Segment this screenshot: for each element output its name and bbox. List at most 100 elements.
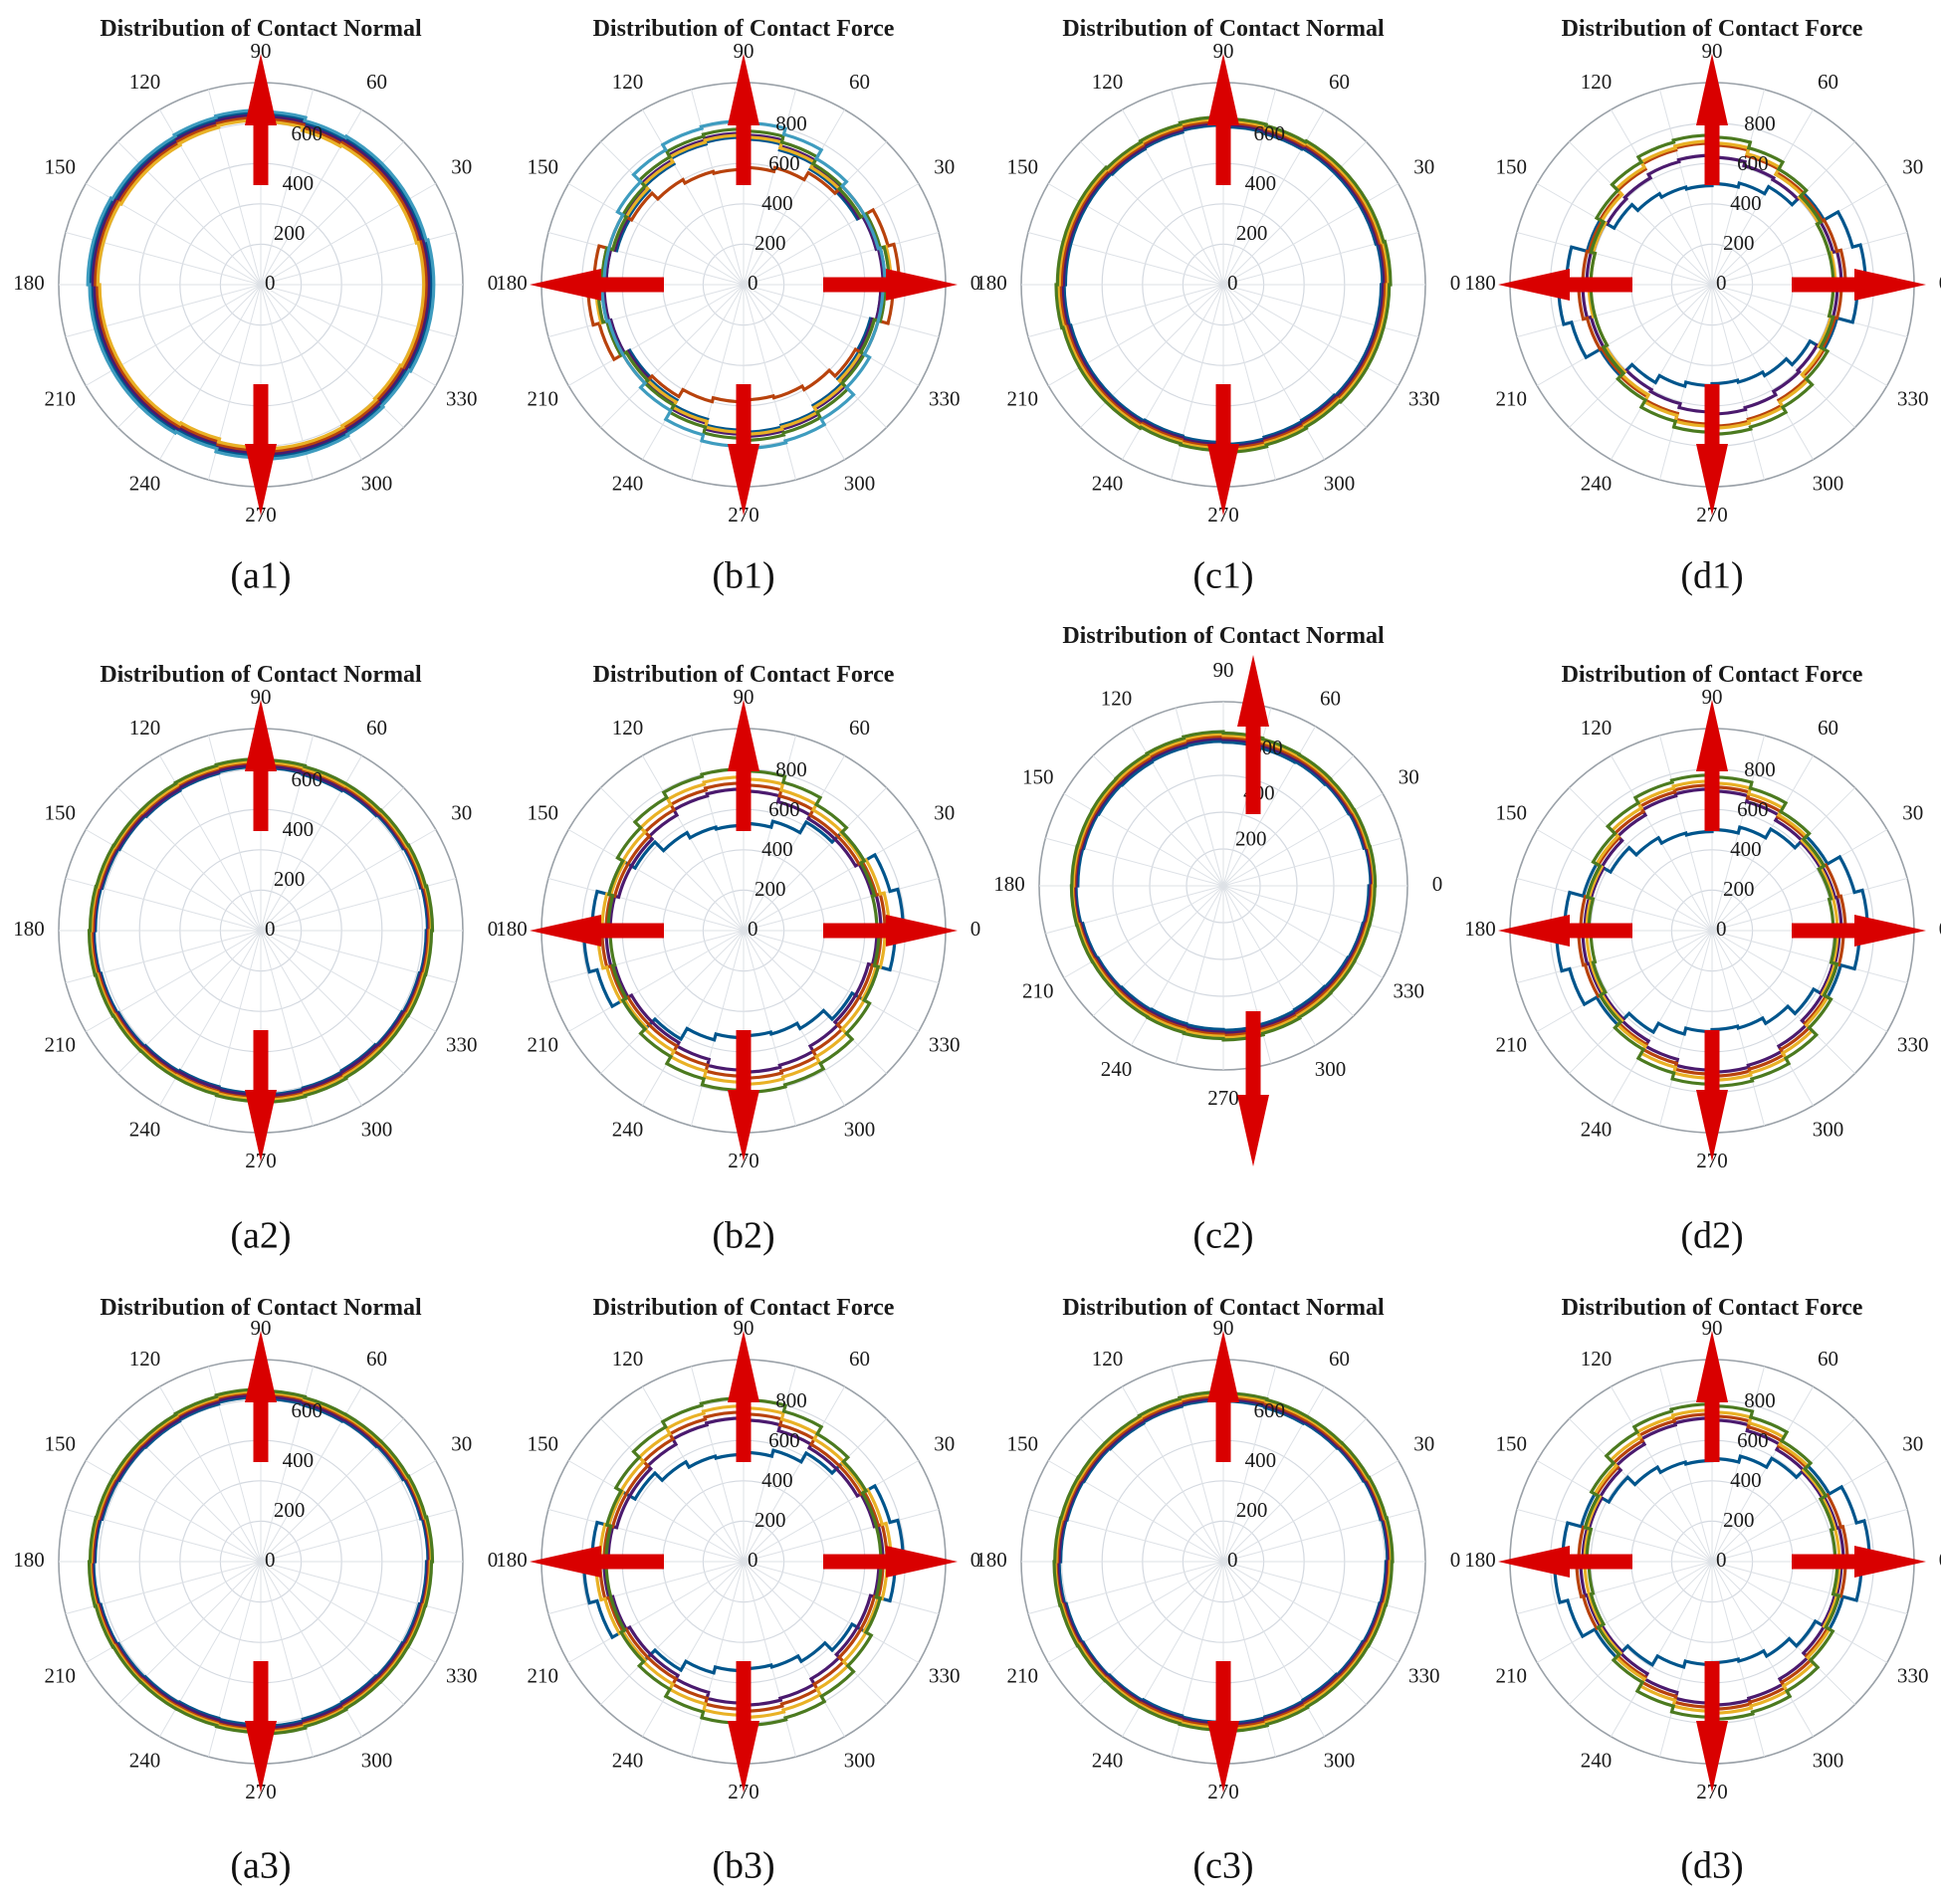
grid-spoke	[690, 1366, 745, 1563]
grid-spoke	[159, 930, 262, 1107]
grid-spoke	[1047, 1561, 1224, 1663]
radial-tick-label: 0	[1227, 271, 1238, 295]
angle-tick-label: 90	[734, 1316, 755, 1340]
radial-tick-label: 0	[265, 917, 276, 941]
arrow-right	[1792, 1546, 1926, 1578]
grid-spoke	[1569, 787, 1713, 932]
grid-spoke	[1569, 1561, 1713, 1705]
angle-tick-label: 120	[129, 70, 161, 94]
grid-spoke	[1222, 108, 1325, 286]
arrow-down	[1696, 1661, 1728, 1793]
radial-tick-label: 600	[1737, 151, 1769, 175]
angle-tick-label: 60	[1320, 687, 1341, 711]
angle-tick-label: 330	[1897, 386, 1929, 410]
panel-a3: Distribution of Contact Normal0200400600…	[13, 1295, 498, 1887]
angle-tick-label: 60	[849, 1347, 870, 1371]
panel-title: Distribution of Contact Normal	[100, 662, 422, 688]
angle-tick-label: 240	[1581, 1749, 1613, 1773]
panel-title: Distribution of Contact Force	[593, 662, 895, 688]
angle-tick-label: 30	[451, 1431, 472, 1455]
angle-tick-label: 60	[366, 1347, 387, 1371]
angle-tick-label: 240	[129, 1118, 161, 1142]
grid-spoke	[1516, 284, 1713, 338]
panel-title: Distribution of Contact Force	[1562, 16, 1863, 42]
grid-spoke	[547, 930, 745, 984]
grid-spoke	[1222, 885, 1355, 1017]
arrow-up	[1696, 54, 1728, 185]
angle-tick-label: 240	[1581, 1118, 1613, 1142]
radial-tick-label: 600	[1737, 1428, 1769, 1452]
radial-tick-label: 200	[1235, 826, 1267, 850]
radial-tick-label: 800	[775, 1388, 807, 1412]
grid-spoke	[600, 1561, 745, 1705]
grid-spoke	[600, 787, 745, 932]
series-outline-5	[86, 108, 436, 461]
grid-spoke	[743, 930, 797, 1127]
grid-spoke	[1080, 284, 1224, 428]
grid-spoke	[1047, 284, 1224, 386]
angle-tick-label: 120	[612, 1347, 644, 1371]
grid-spoke	[1222, 284, 1400, 386]
panel-caption: (b1)	[712, 555, 774, 597]
angle-tick-label: 240	[612, 1749, 644, 1773]
grid-spoke	[1711, 1460, 1888, 1563]
angle-tick-label: 60	[366, 70, 387, 94]
grid-spoke	[743, 930, 920, 1032]
panel-caption: (b2)	[712, 1215, 774, 1257]
series-outline-5	[1054, 114, 1393, 455]
angle-tick-label: 240	[1092, 1749, 1124, 1773]
grid-spoke	[642, 1561, 745, 1738]
panel-caption: (a2)	[230, 1215, 291, 1257]
grid-spoke	[743, 108, 845, 286]
angle-tick-label: 30	[1399, 764, 1419, 788]
angle-tick-label: 120	[129, 1347, 161, 1371]
grid-spoke	[1222, 885, 1402, 935]
angle-tick-label: 90	[734, 39, 755, 63]
panel-title: Distribution of Contact Force	[1562, 1295, 1863, 1321]
angle-tick-label: 240	[1092, 472, 1124, 496]
angle-tick-label: 210	[1006, 386, 1038, 410]
grid-spoke	[1047, 1460, 1224, 1563]
grid-spoke	[1516, 877, 1713, 932]
angle-tick-label: 30	[934, 800, 955, 824]
grid-spoke	[1569, 141, 1713, 286]
angle-tick-label: 240	[612, 1118, 644, 1142]
radial-tick-label: 0	[1716, 1548, 1727, 1572]
grid-spoke	[1711, 1366, 1766, 1563]
radial-tick-label: 600	[1253, 121, 1285, 145]
angle-tick-label: 60	[366, 716, 387, 740]
grid-spoke	[1080, 141, 1224, 286]
radial-tick-label: 400	[1245, 171, 1277, 195]
grid-spoke	[1658, 1561, 1713, 1758]
radial-tick-label: 600	[291, 1398, 323, 1422]
angle-tick-label: 210	[527, 1032, 558, 1056]
angle-tick-label: 0	[488, 1548, 499, 1572]
angle-tick-label: 180	[496, 1548, 528, 1572]
grid-spoke	[743, 1418, 887, 1563]
panel-caption: (b3)	[712, 1845, 774, 1887]
arrow-down	[1696, 1030, 1728, 1162]
radial-tick-label: 200	[1236, 1498, 1268, 1522]
grid-spoke	[743, 1508, 940, 1563]
grid-spoke	[743, 183, 920, 286]
grid-spoke	[1711, 1561, 1855, 1705]
grid-spoke	[567, 1561, 745, 1663]
grid-spoke	[1711, 930, 1855, 1074]
angle-tick-label: 150	[1495, 154, 1527, 178]
panel-b3: Distribution of Contact Force02004006008…	[496, 1295, 980, 1887]
grid-spoke	[1027, 231, 1224, 286]
angle-tick-label: 0	[1939, 271, 1941, 295]
angle-tick-label: 120	[1092, 1347, 1124, 1371]
series-outline-4	[96, 118, 426, 451]
grid-spoke	[1711, 930, 1888, 1032]
grid-spoke	[600, 930, 745, 1074]
grid-spoke	[600, 141, 745, 286]
radial-tick-label: 600	[291, 767, 323, 791]
angle-tick-label: 60	[1329, 70, 1350, 94]
angle-tick-label: 90	[1213, 658, 1234, 682]
grid-spoke	[547, 1561, 745, 1615]
angle-tick-label: 30	[451, 800, 472, 824]
grid-spoke	[1711, 183, 1888, 286]
series-outline-5	[1052, 1389, 1395, 1734]
arrow-left	[530, 1546, 664, 1578]
